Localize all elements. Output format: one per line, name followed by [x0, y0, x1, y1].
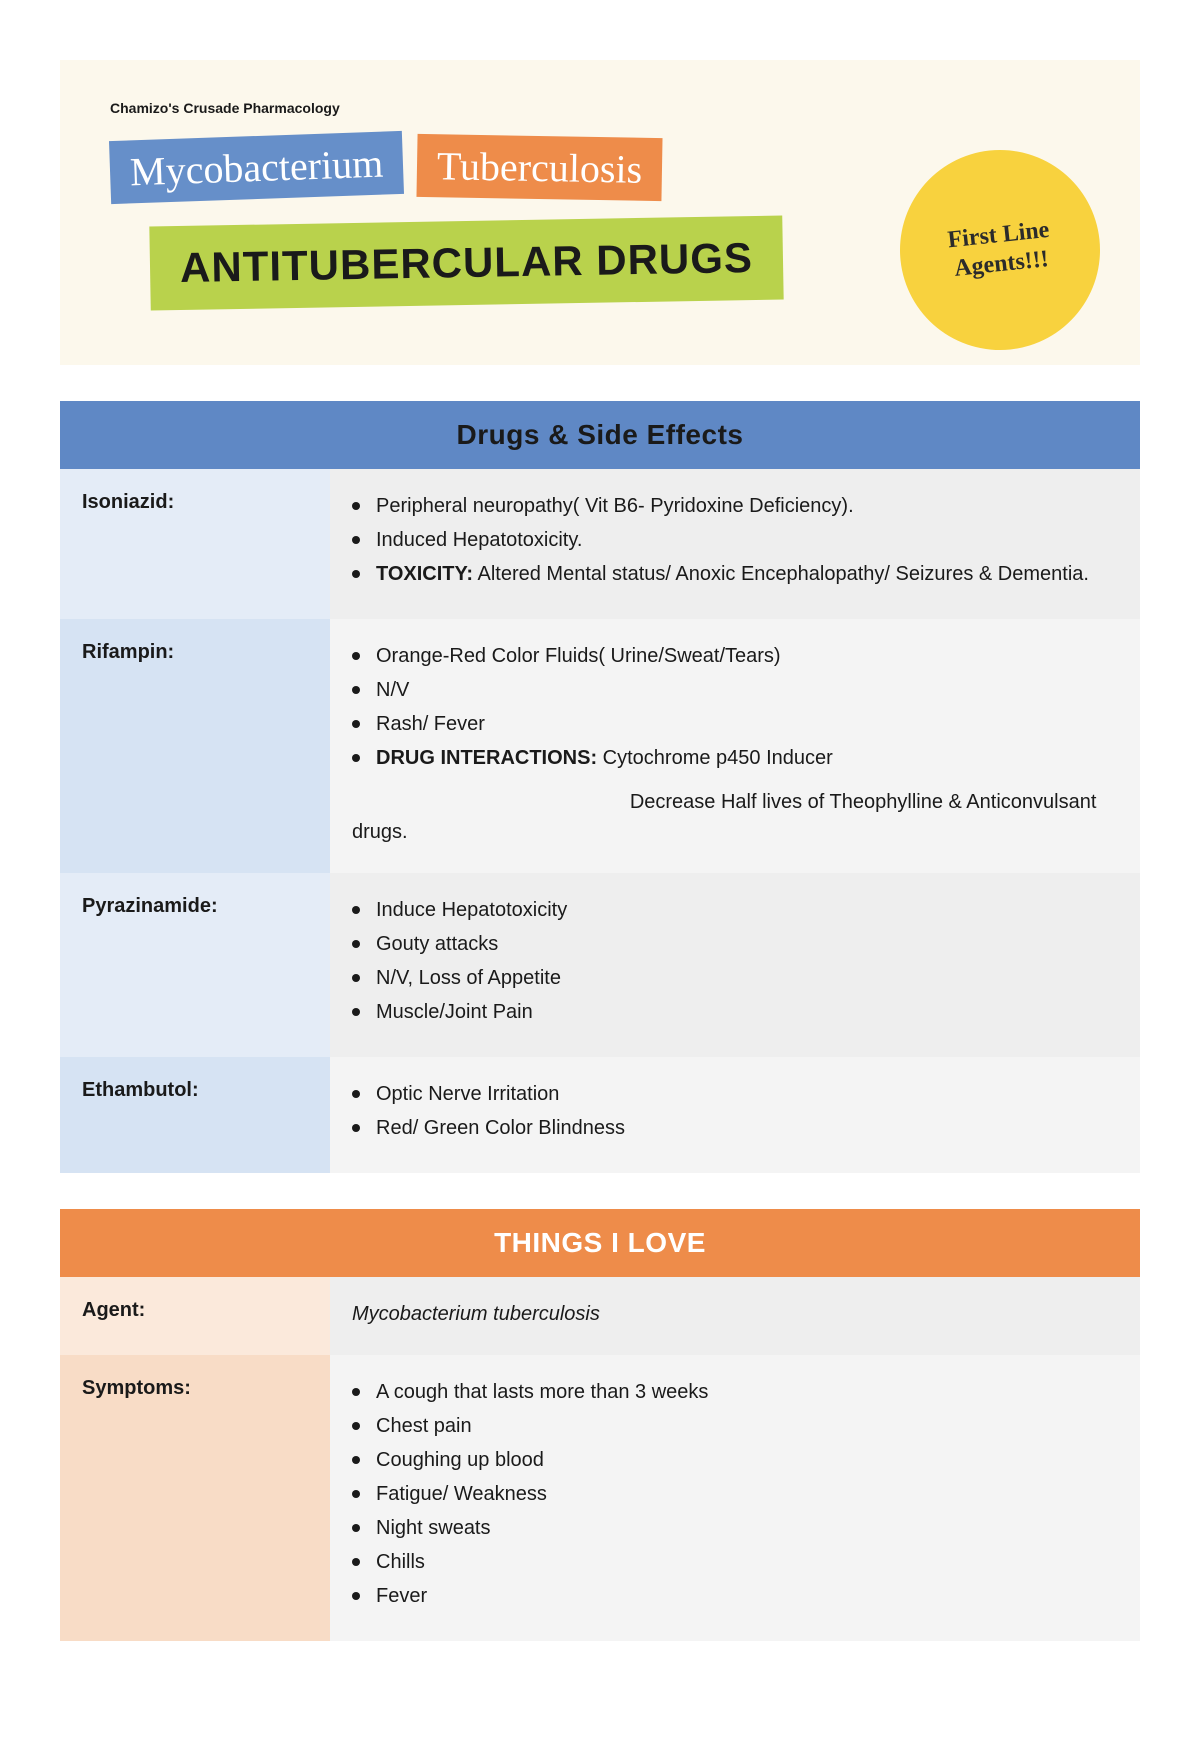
- list-item: Red/ Green Color Blindness: [352, 1113, 1110, 1143]
- drug-content: Induce Hepatotoxicity Gouty attacks N/V, L…: [330, 873, 1140, 1057]
- symptoms-row: Symptoms: A cough that lasts more than 3…: [60, 1355, 1140, 1641]
- bullet-list: Orange-Red Color Fluids( Urine/Sweat/Tea…: [352, 641, 1110, 773]
- tag-mycobacterium: Mycobacterium: [109, 131, 404, 204]
- list-item: Chest pain: [352, 1411, 1110, 1441]
- main-title: ANTITUBERCULAR DRUGS: [149, 215, 783, 310]
- list-item: Induce Hepatotoxicity: [352, 895, 1110, 925]
- drug-row-rifampin: Rifampin: Orange-Red Color Fluids( Urine…: [60, 619, 1140, 873]
- symptoms-content: A cough that lasts more than 3 weeks Ches…: [330, 1355, 1140, 1641]
- bullet-list: Peripheral neuropathy( Vit B6- Pyridoxin…: [352, 491, 1110, 589]
- drug-content: Orange-Red Color Fluids( Urine/Sweat/Tea…: [330, 619, 1140, 873]
- page: Chamizo's Crusade Pharmacology Mycobacte…: [0, 0, 1200, 1681]
- list-item: Night sweats: [352, 1513, 1110, 1543]
- section-drugs: Drugs & Side Effects Isoniazid: Peripher…: [60, 401, 1140, 1173]
- list-item: Induced Hepatotoxicity.: [352, 525, 1110, 555]
- bullet-list: Induce Hepatotoxicity Gouty attacks N/V, L…: [352, 895, 1110, 1027]
- list-item: TOXICITY: Altered Mental status/ Anoxic …: [352, 559, 1110, 589]
- drug-label: Rifampin:: [60, 619, 330, 873]
- agent-value: Mycobacterium tuberculosis: [330, 1277, 1140, 1355]
- list-item: Chills: [352, 1547, 1110, 1577]
- section-things-title: THINGS I LOVE: [60, 1209, 1140, 1277]
- list-item: N/V, Loss of Appetite: [352, 963, 1110, 993]
- bullet-list: A cough that lasts more than 3 weeks Ches…: [352, 1377, 1110, 1611]
- drug-label: Isoniazid:: [60, 469, 330, 619]
- drug-content: Optic Nerve Irritation Red/ Green Color B…: [330, 1057, 1140, 1173]
- bullet-list: Optic Nerve Irritation Red/ Green Color B…: [352, 1079, 1110, 1143]
- list-item: Gouty attacks: [352, 929, 1110, 959]
- callout-text: First Line Agents!!!: [898, 211, 1103, 289]
- drug-row-ethambutol: Ethambutol: Optic Nerve Irritation Red/ G…: [60, 1057, 1140, 1173]
- drug-content: Peripheral neuropathy( Vit B6- Pyridoxin…: [330, 469, 1140, 619]
- hero-card: Chamizo's Crusade Pharmacology Mycobacte…: [60, 60, 1140, 365]
- agent-label: Agent:: [60, 1277, 330, 1355]
- tag-tuberculosis: Tuberculosis: [417, 134, 663, 201]
- list-item: Rash/ Fever: [352, 709, 1110, 739]
- drug-row-pyrazinamide: Pyrazinamide: Induce Hepatotoxicity Gouty…: [60, 873, 1140, 1057]
- agent-row: Agent: Mycobacterium tuberculosis: [60, 1277, 1140, 1355]
- drug-row-isoniazid: Isoniazid: Peripheral neuropathy( Vit B6…: [60, 469, 1140, 619]
- list-item: A cough that lasts more than 3 weeks: [352, 1377, 1110, 1407]
- drug-label: Pyrazinamide:: [60, 873, 330, 1057]
- list-item: Optic Nerve Irritation: [352, 1079, 1110, 1109]
- list-item: Fever: [352, 1581, 1110, 1611]
- section-things-i-love: THINGS I LOVE Agent: Mycobacterium tuber…: [60, 1209, 1140, 1641]
- list-item: Fatigue/ Weakness: [352, 1479, 1110, 1509]
- list-item: Peripheral neuropathy( Vit B6- Pyridoxin…: [352, 491, 1110, 521]
- drug-label: Ethambutol:: [60, 1057, 330, 1173]
- list-item: Coughing up blood: [352, 1445, 1110, 1475]
- section-drugs-title: Drugs & Side Effects: [60, 401, 1140, 469]
- source-label: Chamizo's Crusade Pharmacology: [110, 100, 1090, 116]
- list-item: Muscle/Joint Pain: [352, 997, 1110, 1027]
- list-item: N/V: [352, 675, 1110, 705]
- symptoms-label: Symptoms:: [60, 1355, 330, 1641]
- drug-note: Decrease Half lives of Theophylline & An…: [352, 787, 1110, 847]
- list-item: DRUG INTERACTIONS: Cytochrome p450 Induc…: [352, 743, 1110, 773]
- list-item: Orange-Red Color Fluids( Urine/Sweat/Tea…: [352, 641, 1110, 671]
